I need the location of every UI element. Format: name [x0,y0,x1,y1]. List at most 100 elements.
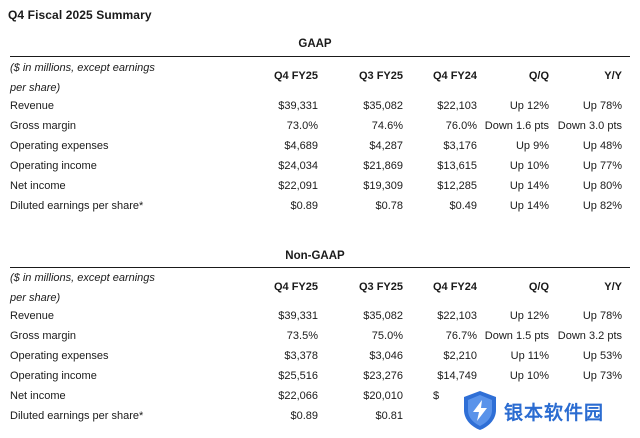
cell-q4fy25: $22,091 [278,180,318,192]
table-row: Revenue $39,331 $35,082 $22,103 Up 12% U… [0,96,640,116]
col-header-yy: Y/Y [604,281,622,293]
cell-q3fy25: $0.81 [375,410,403,422]
col-header-q3fy25: Q3 FY25 [358,70,403,82]
table-row: Net income $22,091 $19,309 $12,285 Up 14… [0,176,640,196]
cell-q4fy25: $25,516 [278,370,318,382]
table-row: Operating income $24,034 $21,869 $13,615… [0,156,640,176]
cell-q4fy24: $13,615 [437,160,477,172]
row-label: Operating income [10,160,97,172]
col-header-q3fy25: Q3 FY25 [358,281,403,293]
units-note-line1: ($ in millions, except earnings [10,272,155,284]
cell-qq: Up 10% [509,370,549,382]
cell-qq: Up 12% [509,100,549,112]
cell-qq: Up 14% [509,180,549,192]
row-label: Revenue [10,100,55,112]
cell-q4fy25: $24,034 [278,160,318,172]
row-label: Net income [10,390,66,402]
cell-q4fy24: 76.0% [445,120,477,132]
cell-yy: Down 3.2 pts [557,330,622,342]
cell-q3fy25: $19,309 [363,180,403,192]
col-header-qq: Q/Q [528,281,549,293]
shield-bolt-icon [464,391,496,430]
table-row: Gross margin 73.5% 75.0% 76.7% Down 1.5 … [0,326,640,346]
cell-q3fy25: $35,082 [363,310,403,322]
col-header-q4fy24: Q4 FY24 [432,281,477,293]
cell-yy: Down 3.0 pts [557,120,622,132]
row-label: Diluted earnings per share* [10,200,144,212]
row-label: Net income [10,180,66,192]
cell-q4fy25: $4,689 [284,140,318,152]
watermark-text: 银本软件园 [504,402,605,424]
col-header-qq: Q/Q [528,70,549,82]
col-header-q4fy25: Q4 FY25 [273,281,318,293]
table-row: Diluted earnings per share* $0.89 $0.81 [0,406,640,426]
cell-q3fy25: $35,082 [363,100,403,112]
cell-q3fy25: $21,869 [363,160,403,172]
units-note-line1: ($ in millions, except earnings [10,62,155,74]
units-note-line2: per share) [10,292,61,304]
cell-qq: Up 11% [510,350,549,362]
cell-q4fy24: $14,749 [437,370,477,382]
cell-q4fy25: $0.89 [290,410,318,422]
cell-qq: Up 10% [509,160,549,172]
cell-q4fy25: 73.5% [286,330,318,342]
cell-yy: Up 82% [582,200,622,212]
cell-q4fy24: $0.49 [449,200,477,212]
table-row: Operating expenses $3,378 $3,046 $2,210 … [0,346,640,366]
table-row: Diluted earnings per share* $0.89 $0.78 … [0,196,640,216]
cell-q3fy25: 74.6% [371,120,403,132]
cell-yy: Up 53% [582,350,622,362]
row-label: Revenue [10,310,55,322]
cell-qq: Up 12% [509,310,549,322]
gaap-divider [10,56,630,57]
cell-q4fy24: $12,285 [437,180,477,192]
table-row: Operating income $25,516 $23,276 $14,749… [0,366,640,386]
watermark-logo: 银本软件园 [458,388,638,432]
row-label: Operating expenses [10,140,109,152]
cell-q3fy25: $0.78 [375,200,403,212]
cell-q4fy25: $39,331 [278,100,318,112]
cell-q4fy25: $22,066 [278,390,318,402]
units-note: ($ in millions, except earnings per shar… [10,268,180,308]
cell-q3fy25: $4,287 [369,140,403,152]
cell-q4fy24: $22,103 [437,100,477,112]
cell-yy: Up 73% [582,370,622,382]
cell-q4fy25: $0.89 [290,200,318,212]
row-label: Operating income [10,370,97,382]
cell-yy: Up 78% [582,310,622,322]
cell-qq: Down 1.5 pts [484,330,549,342]
gaap-heading: GAAP [298,38,332,50]
col-header-yy: Y/Y [604,70,622,82]
table-row: Net income $22,066 $20,010 $ [0,386,640,406]
table-row: Revenue $39,331 $35,082 $22,103 Up 12% U… [0,306,640,326]
table-row: Operating expenses $4,689 $4,287 $3,176 … [0,136,640,156]
cell-qq: Down 1.6 pts [484,120,549,132]
row-label: Operating expenses [10,350,109,362]
col-header-q4fy24: Q4 FY24 [432,70,477,82]
cell-q4fy25: $3,378 [284,350,318,362]
row-label: Gross margin [10,120,77,132]
cell-q4fy24: $3,176 [443,140,477,152]
cell-yy: Up 78% [582,100,622,112]
page-title: Q4 Fiscal 2025 Summary [8,8,152,22]
cell-q3fy25: $20,010 [363,390,403,402]
row-label: Diluted earnings per share* [10,410,144,422]
cell-q4fy24: $2,210 [443,350,477,362]
nongaap-heading: Non-GAAP [285,250,345,262]
cell-yy: Up 48% [582,140,622,152]
cell-q4fy24: 76.7% [445,330,477,342]
cell-q3fy25: $23,276 [363,370,403,382]
units-note: ($ in millions, except earnings per shar… [10,58,180,98]
nongaap-divider [10,267,630,268]
cell-qq: Up 14% [509,200,549,212]
units-note-line2: per share) [10,82,61,94]
cell-q4fy24: $22,103 [437,310,477,322]
cell-qq: Up 9% [515,140,549,152]
cell-yy: Up 77% [582,160,622,172]
cell-q4fy25: $39,331 [278,310,318,322]
cell-q3fy25: 75.0% [371,330,403,342]
cell-q3fy25: $3,046 [369,350,403,362]
cell-q4fy24: $ [433,390,440,402]
cell-q4fy25: 73.0% [286,120,318,132]
row-label: Gross margin [10,330,77,342]
